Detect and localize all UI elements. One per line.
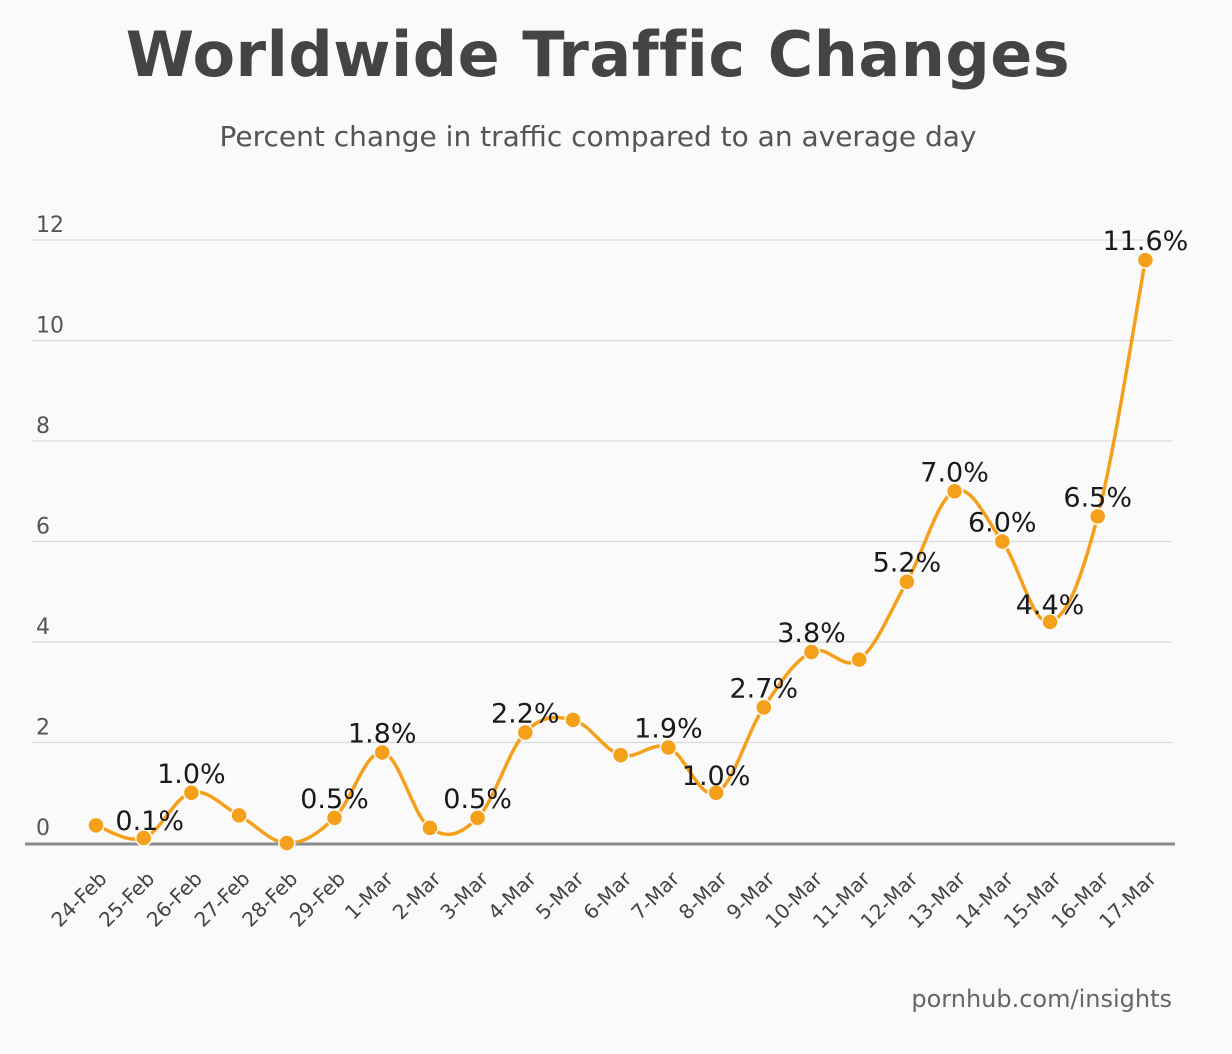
y-axis-ticks: 0 2 4 6 8 10 12 — [36, 213, 64, 841]
data-point — [278, 834, 296, 852]
y-tick-label: 2 — [36, 716, 50, 741]
x-tick-label: 6-Mar — [578, 866, 636, 924]
x-tick-label: 5-Mar — [531, 866, 589, 924]
data-label: 4.4% — [1016, 590, 1085, 621]
data-point — [659, 738, 678, 757]
y-tick-label: 10 — [36, 314, 64, 339]
x-tick-label: 1-Mar — [340, 866, 398, 924]
data-point — [1136, 251, 1155, 269]
data-points — [87, 251, 1155, 852]
y-tick-label: 4 — [36, 615, 50, 640]
data-point — [850, 650, 868, 669]
data-point — [802, 643, 821, 661]
data-labels: 0.1% 1.0% 0.5% 1.8% 0.5% 2.2% 1.9% 1.0% 2.7% 3.8%… — [115, 226, 1188, 837]
data-point — [564, 711, 582, 729]
y-tick-label: 6 — [36, 515, 50, 540]
data-point — [421, 819, 439, 837]
data-label: 7.0% — [920, 457, 989, 488]
data-point — [516, 723, 535, 742]
data-label: 0.5% — [443, 784, 512, 815]
data-point — [325, 809, 344, 827]
data-point — [182, 784, 201, 802]
gridlines — [32, 239, 1172, 744]
x-axis-ticks: 24-Feb25-Feb26-Feb27-Feb28-Feb29-Feb1-Ma… — [46, 866, 1161, 933]
data-point — [468, 809, 487, 827]
data-label: 6.5% — [1063, 482, 1132, 513]
chart-title: Worldwide Traffic Changes — [125, 18, 1071, 91]
source-credit: pornhub.com/insights — [911, 985, 1172, 1013]
data-point — [134, 829, 153, 847]
data-point — [87, 816, 105, 835]
data-point — [1088, 507, 1107, 526]
data-label: 1.0% — [682, 761, 751, 792]
y-tick-label: 8 — [36, 414, 50, 439]
data-point — [1041, 613, 1059, 631]
data-label: 0.1% — [115, 806, 184, 837]
data-point — [373, 743, 391, 762]
data-label: 1.9% — [634, 714, 703, 745]
data-point — [993, 532, 1012, 551]
data-point — [707, 784, 725, 802]
data-label: 2.2% — [491, 698, 560, 729]
x-tick-label: 4-Mar — [483, 866, 541, 924]
data-label: 1.8% — [348, 719, 417, 750]
data-label: 3.8% — [777, 618, 846, 649]
data-label: 5.2% — [873, 548, 942, 579]
x-tick-label: 3-Mar — [435, 866, 493, 924]
data-point — [898, 572, 916, 591]
chart-subtitle: Percent change in traffic compared to an… — [219, 120, 977, 153]
data-label: 0.5% — [300, 784, 369, 815]
y-tick-label: 12 — [36, 213, 64, 238]
data-label: 2.7% — [729, 673, 798, 704]
x-tick-label: 7-Mar — [626, 866, 684, 924]
data-point — [755, 698, 773, 717]
x-tick-label: 2-Mar — [388, 866, 446, 924]
data-point — [945, 482, 964, 500]
x-tick-label: 8-Mar — [674, 866, 732, 924]
data-label: 11.6% — [1103, 226, 1189, 257]
data-label: 6.0% — [968, 508, 1037, 539]
data-point — [230, 806, 248, 825]
data-point — [611, 746, 630, 764]
y-tick-label: 0 — [36, 816, 50, 841]
data-label: 1.0% — [157, 759, 226, 790]
